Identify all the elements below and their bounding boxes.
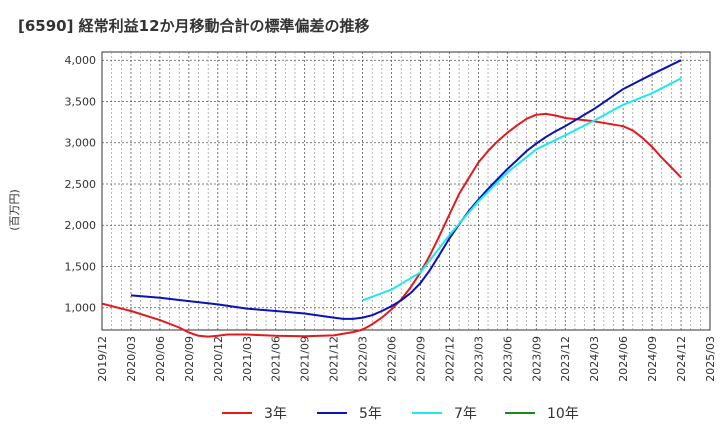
y-tick-label: 2,000 <box>65 219 97 232</box>
y-axis-label: (百万円) <box>8 189 21 231</box>
x-tick-label: 2023/12 <box>559 336 572 382</box>
x-tick-label: 2023/09 <box>530 336 543 382</box>
series-lines <box>101 59 682 338</box>
x-tick-label: 2024/12 <box>675 336 688 382</box>
series-line-3年 <box>101 112 682 338</box>
legend-label: 5年 <box>359 406 382 422</box>
y-tick-label: 1,000 <box>65 302 97 315</box>
legend-label: 10年 <box>547 406 579 422</box>
x-tick-label: 2024/09 <box>646 336 659 382</box>
y-tick-label: 2,500 <box>65 178 97 191</box>
x-tick-label: 2021/03 <box>241 336 254 382</box>
y-tick-labels: 1,000 1,500 2,000 2,500 3,000 3,500 4,000 <box>65 54 97 314</box>
x-tick-label: 2020/06 <box>154 336 167 382</box>
x-tick-label: 2025/03 <box>704 336 717 382</box>
x-tick-label: 2022/09 <box>414 336 427 382</box>
legend: 3年 5年 7年 10年 <box>222 406 579 422</box>
x-tick-label: 2020/12 <box>212 336 225 382</box>
legend-label: 7年 <box>454 406 477 422</box>
x-tick-label: 2020/09 <box>183 336 196 382</box>
x-tick-label: 2021/12 <box>328 336 341 382</box>
x-tick-labels: 2019/12 2020/03 2020/06 2020/09 2020/12 2021/… <box>96 336 717 382</box>
series-line-5年 <box>130 59 682 320</box>
x-tick-label: 2023/06 <box>501 336 514 382</box>
y-tick-label: 3,500 <box>65 95 97 108</box>
x-tick-label: 2019/12 <box>96 336 109 382</box>
x-tick-label: 2022/12 <box>443 336 456 382</box>
y-tick-label: 1,500 <box>65 260 97 273</box>
y-tick-label: 4,000 <box>65 54 97 67</box>
x-tick-label: 2024/06 <box>617 336 630 382</box>
plot-frame <box>101 51 711 331</box>
x-tick-label: 2020/03 <box>125 336 138 382</box>
x-tick-label: 2021/09 <box>299 336 312 382</box>
legend-label: 3年 <box>264 406 287 422</box>
grid <box>102 52 710 330</box>
x-tick-label: 2023/03 <box>472 336 485 382</box>
series-line-7年 <box>362 77 682 302</box>
x-tick-label: 2021/06 <box>270 336 283 382</box>
x-tick-label: 2022/06 <box>386 336 399 382</box>
chart-title: [6590] 経常利益12か月移動合計の標準偏差の推移 <box>18 17 370 35</box>
x-tick-label: 2022/03 <box>357 336 370 382</box>
y-tick-label: 3,000 <box>65 137 97 150</box>
x-tick-label: 2024/03 <box>588 336 601 382</box>
